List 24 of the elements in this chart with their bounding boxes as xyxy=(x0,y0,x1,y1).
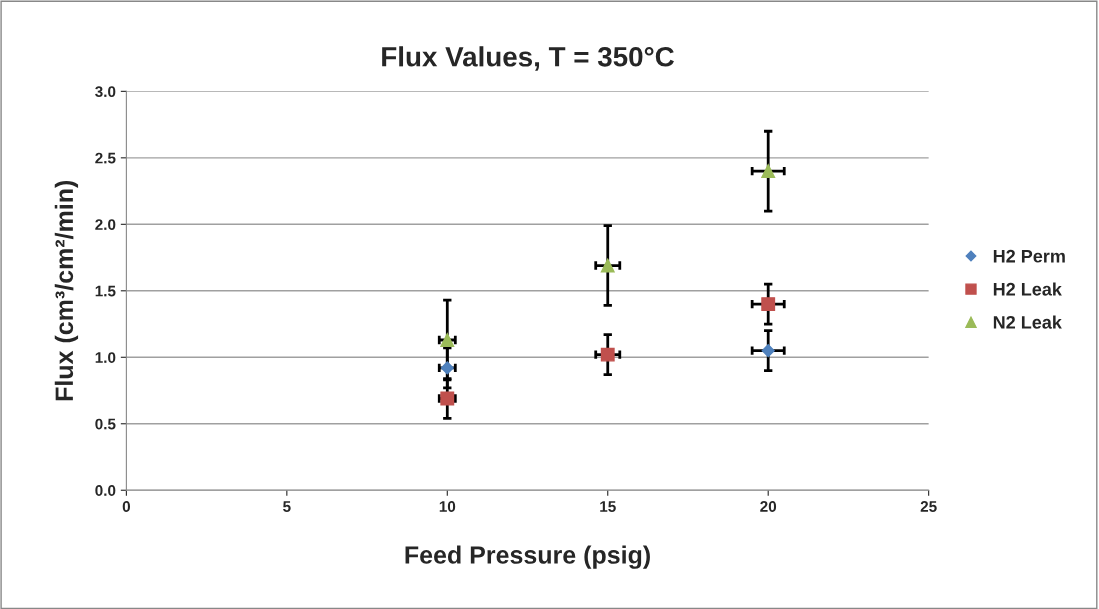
x-tick-label: 15 xyxy=(600,501,616,512)
legend-label: N2 Leak xyxy=(993,315,1062,329)
x-tick-label: 5 xyxy=(283,501,291,512)
y-tick-label: 2.0 xyxy=(95,219,116,230)
point xyxy=(600,258,615,273)
y-axis-title: Flux (cm³/cm²/min) xyxy=(54,180,79,401)
x-tick-label: 10 xyxy=(439,501,456,512)
point xyxy=(761,164,776,179)
point xyxy=(600,347,615,362)
y-tick-label: 1.0 xyxy=(95,352,116,363)
y-tick-label: 0.0 xyxy=(95,485,116,496)
y-tick-label: 1.5 xyxy=(95,285,116,297)
x-tick-label: 0 xyxy=(122,501,131,512)
x-axis-title: Feed Pressure (psig) xyxy=(405,545,650,569)
y-tick-label: 3.0 xyxy=(95,86,116,98)
x-tick-label: 20 xyxy=(760,501,777,512)
legend-label: H2 Perm xyxy=(993,249,1065,263)
point xyxy=(761,297,776,312)
chart-title: Flux Values, T = 350°C xyxy=(382,46,674,71)
y-tick-label: 0.5 xyxy=(95,418,116,430)
point xyxy=(761,344,775,358)
legend-label: H2 Leak xyxy=(993,282,1062,296)
y-tick-label: 2.5 xyxy=(95,152,116,164)
x-tick-label: 25 xyxy=(920,501,937,512)
